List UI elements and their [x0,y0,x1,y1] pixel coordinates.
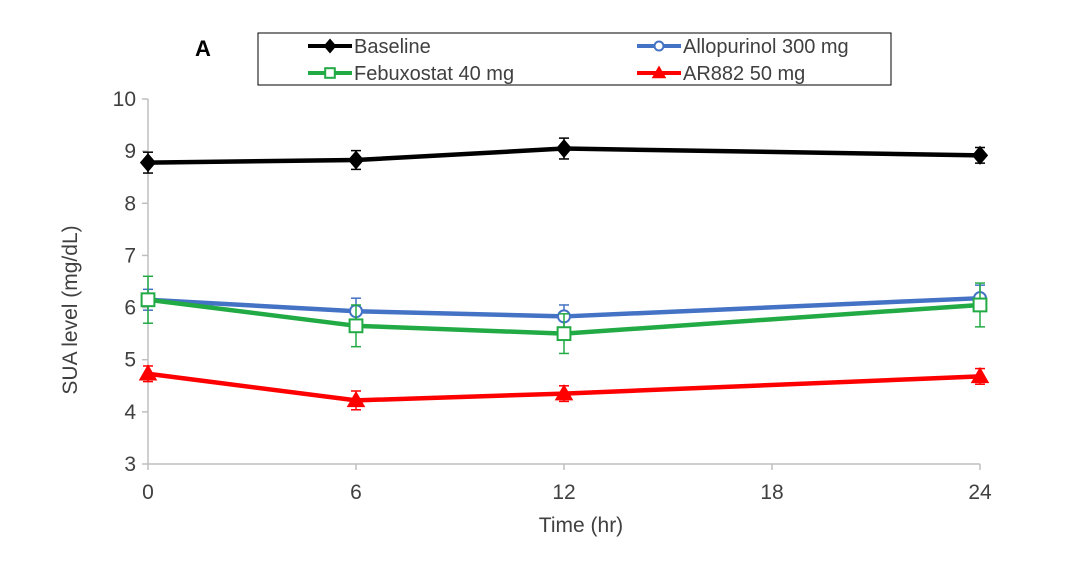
series-layer [138,137,990,411]
legend-marker [324,67,336,79]
y-tick-label: 7 [124,244,136,267]
legend-item: Febuxostat 40 mg [308,63,514,85]
series-3 [138,364,990,411]
y-tick-label: 3 [124,453,136,476]
y-axis-title: SUA level (mg/dL) [59,225,82,394]
y-tick-label: 10 [113,88,136,111]
legend-marker [323,38,337,54]
data-point [140,292,156,308]
data-point [555,138,573,159]
data-point [556,326,572,342]
x-tick-label: 24 [968,481,992,504]
data-point [348,318,364,334]
x-tick-label: 12 [552,481,575,504]
legend-marker [653,40,665,52]
y-tick-label: 8 [124,192,136,215]
legend-item: Baseline [308,36,431,58]
legend-label: Baseline [354,36,431,58]
data-point [139,153,157,173]
legend-label: Allopurinol 300 mg [683,36,849,58]
legend-box [257,32,892,86]
data-point [138,364,158,381]
series-line [147,295,981,319]
series-2 [140,275,988,355]
x-axis: 0 6 12 18 24 [142,463,992,504]
legend: Baseline Allopurinol 300 mg Febuxostat 40 … [257,32,892,86]
y-axis: 3 4 5 6 7 8 9 10 [113,88,149,476]
series-line [147,146,981,165]
legend-label: AR882 50 mg [683,63,805,85]
legend-label: Febuxostat 40 mg [354,63,514,85]
x-axis-title: Time (hr) [539,514,623,537]
y-tick-label: 5 [124,349,136,372]
y-tick-label: 6 [124,297,136,320]
x-tick-label: 6 [350,481,362,504]
legend-marker [651,65,667,79]
data-point [972,297,988,313]
data-point [554,384,574,401]
panel-label: A [195,36,211,61]
x-tick-label: 0 [142,481,154,504]
x-tick-label: 18 [760,481,783,504]
series-line [147,297,981,336]
legend-item: Allopurinol 300 mg [637,36,849,58]
data-point [346,390,366,408]
data-point [970,366,990,384]
y-tick-label: 4 [124,401,136,424]
legend-item: AR882 50 mg [637,63,805,85]
y-tick-label: 9 [124,140,136,163]
data-point [971,145,989,165]
series-0 [139,137,989,174]
series-line [147,371,981,403]
data-point [347,150,365,170]
